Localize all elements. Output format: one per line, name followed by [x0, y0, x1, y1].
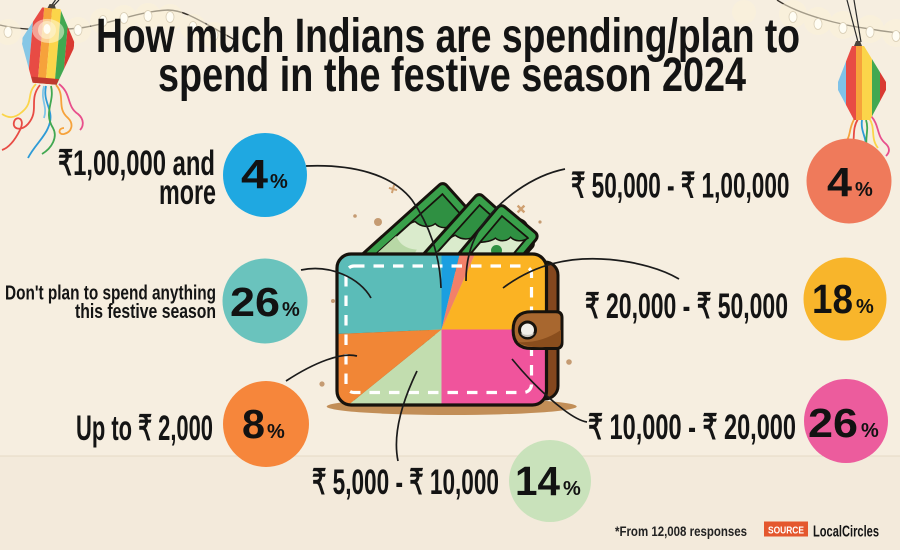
svg-text:14: 14	[515, 458, 560, 504]
svg-text:Don't plan to spend anything: Don't plan to spend anything	[5, 283, 216, 305]
svg-text:₹ 20,000 - ₹ 50,000: ₹ 20,000 - ₹ 50,000	[585, 287, 788, 326]
svg-text:₹ 5,000 - ₹ 10,000: ₹ 5,000 - ₹ 10,000	[312, 463, 499, 502]
svg-text:₹1,00,000 and: ₹1,00,000 and	[58, 144, 215, 183]
svg-text:₹ 50,000 - ₹ 1,00,000: ₹ 50,000 - ₹ 1,00,000	[571, 167, 790, 206]
svg-text:LocalCircles: LocalCircles	[813, 524, 879, 541]
svg-text:18: 18	[812, 276, 853, 322]
svg-text:How much Indians are spending/: How much Indians are spending/plan to	[96, 10, 800, 63]
svg-text:spend in the festive season 20: spend in the festive season 2024	[158, 49, 746, 102]
svg-text:this festive season: this festive season	[75, 301, 216, 323]
svg-text:%: %	[855, 179, 873, 201]
svg-text:%: %	[856, 296, 874, 318]
svg-text:*From 12,008 responses: *From 12,008 responses	[615, 523, 747, 539]
svg-text:%: %	[282, 299, 300, 321]
svg-text:%: %	[563, 478, 581, 500]
svg-text:Up to ₹ 2,000: Up to ₹ 2,000	[76, 409, 213, 448]
svg-text:26: 26	[230, 279, 280, 325]
svg-text:26: 26	[808, 400, 858, 446]
svg-text:%: %	[270, 171, 288, 193]
svg-text:more: more	[159, 173, 216, 212]
svg-text:4: 4	[241, 151, 268, 197]
svg-text:4: 4	[827, 159, 852, 205]
svg-text:8: 8	[242, 401, 265, 447]
svg-text:₹ 10,000 - ₹ 20,000: ₹ 10,000 - ₹ 20,000	[588, 408, 796, 447]
svg-text:SOURCE: SOURCE	[768, 526, 804, 537]
svg-text:%: %	[861, 420, 879, 442]
svg-text:%: %	[267, 421, 285, 443]
